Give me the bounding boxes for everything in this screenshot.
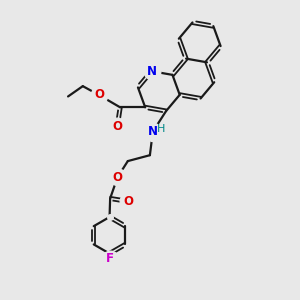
- Text: O: O: [112, 120, 122, 133]
- Text: N: N: [148, 125, 158, 138]
- Text: N: N: [147, 65, 157, 78]
- Text: O: O: [94, 88, 104, 101]
- Text: H: H: [157, 124, 165, 134]
- Text: O: O: [112, 171, 122, 184]
- Text: F: F: [106, 252, 114, 265]
- Text: O: O: [123, 195, 134, 208]
